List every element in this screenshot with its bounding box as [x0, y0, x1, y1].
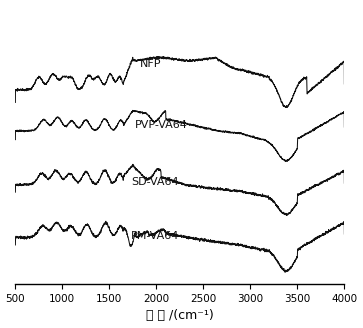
X-axis label: 波 长 /(cm⁻¹): 波 长 /(cm⁻¹) — [146, 309, 214, 322]
Text: SD-VA64: SD-VA64 — [131, 177, 179, 187]
Text: NFP: NFP — [139, 59, 161, 69]
Text: PM-VA64: PM-VA64 — [131, 231, 179, 241]
Text: PVP-VA64: PVP-VA64 — [135, 120, 188, 131]
